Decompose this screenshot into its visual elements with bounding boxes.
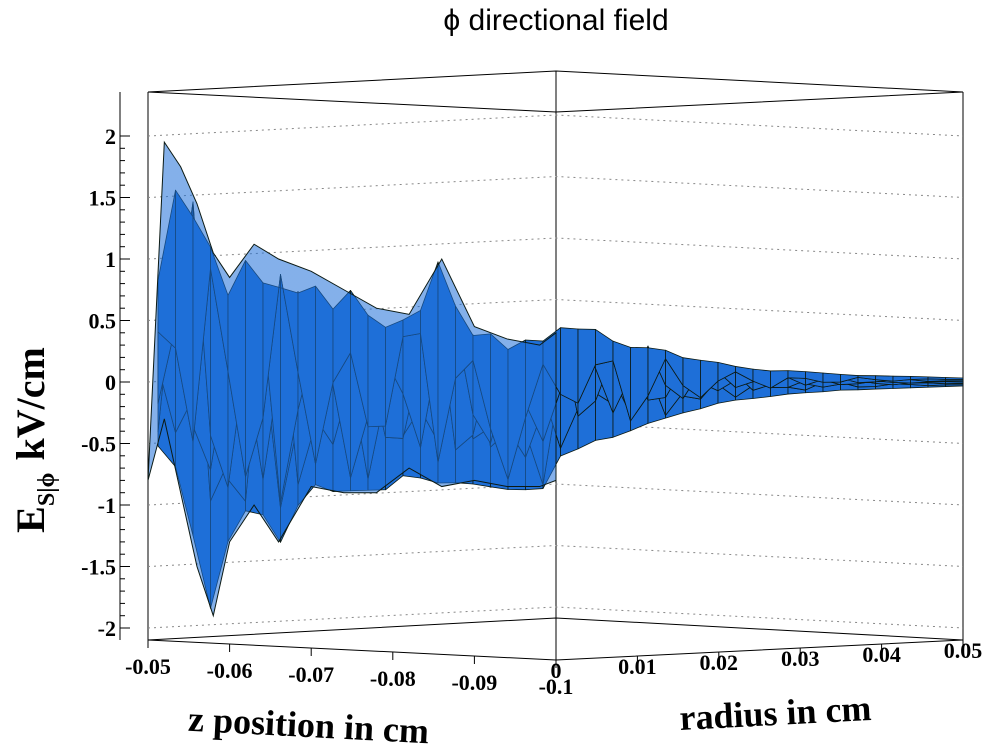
- z-axis-title: ES|ϕ kV/cm: [8, 347, 60, 533]
- z-tick-label: -2: [98, 616, 116, 641]
- y-tick-label: 0.03: [781, 646, 820, 671]
- surface-cell: [595, 329, 614, 366]
- y-axis-ticks: 0 0.01 0.02 0.03 0.04 0.05: [551, 638, 983, 683]
- gridline: [147, 237, 964, 260]
- z-tick-label: 0: [105, 370, 116, 395]
- gridline: [147, 483, 964, 506]
- x-tick-label: -0.05: [125, 654, 171, 679]
- y-tick-label: 0.05: [944, 638, 983, 663]
- gridline: [147, 544, 964, 567]
- z-tick-label: -1.5: [81, 555, 116, 580]
- y-tick-label: 0.04: [862, 642, 901, 667]
- x-tick-label: -0.06: [207, 658, 253, 683]
- surface-cell: [910, 375, 929, 380]
- surface-cell: [822, 372, 841, 383]
- x-axis-ticks: -0.05 -0.06 -0.07 -0.08 -0.09 -0.1: [125, 640, 573, 699]
- surface-mesh: [148, 140, 963, 618]
- surface-cell: [927, 376, 946, 380]
- y-tick-label: 0.01: [618, 654, 657, 679]
- chart-title: ϕ directional field: [443, 4, 668, 37]
- surface-cell: [945, 377, 963, 380]
- z-axis-title-main: E: [8, 506, 53, 533]
- z-tick-label: -1: [98, 493, 116, 518]
- y-tick-label: 0.02: [700, 650, 739, 675]
- x-tick-label: -0.09: [451, 670, 497, 695]
- x-tick-label: -0.08: [370, 666, 416, 691]
- x-tick-label: -0.1: [539, 674, 574, 699]
- z-axis-ticks: 2 1.5 1 0.5 0 -0.5 -1 -1.5 -2: [81, 124, 130, 641]
- gridline: [147, 298, 964, 321]
- front-top-edge: [147, 91, 964, 113]
- z-axis-title-unit: kV/cm: [8, 347, 53, 460]
- z-tick-label: 2: [105, 124, 116, 149]
- z-tick-label: 1: [105, 247, 116, 272]
- gridline: [147, 175, 964, 198]
- x-axis-title: z position in cm: [187, 699, 430, 752]
- y-axis-title: radius in cm: [678, 688, 872, 738]
- front-profile: [148, 140, 557, 618]
- y-tick-label: 0: [551, 658, 562, 683]
- z-tick-label: -0.5: [81, 432, 116, 457]
- gridline: [147, 606, 964, 629]
- z-tick-label: 0.5: [89, 309, 117, 334]
- x-tick-label: -0.07: [288, 662, 334, 687]
- gridline: [147, 114, 964, 137]
- surface-cell: [787, 370, 806, 379]
- z-tick-label: 1.5: [89, 186, 117, 211]
- z-axis-title-sub: S|ϕ: [34, 472, 60, 506]
- surface-cell: [560, 327, 579, 404]
